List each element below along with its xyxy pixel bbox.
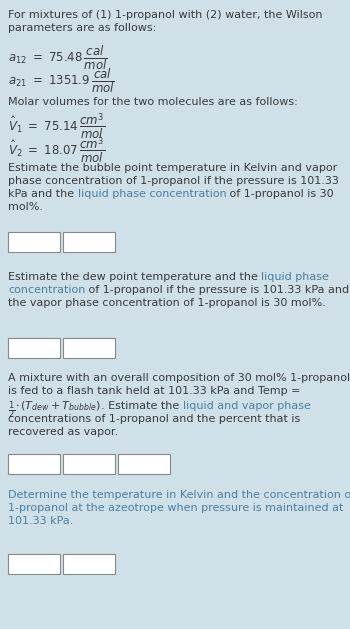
Text: A mixture with an overall composition of 30 mol% 1-propanol: A mixture with an overall composition of… bbox=[8, 373, 350, 383]
Text: liquid and vapor phase: liquid and vapor phase bbox=[183, 401, 311, 411]
Text: concentration: concentration bbox=[8, 285, 85, 295]
Text: the vapor phase concentration of 1-propanol is 30 mol%.: the vapor phase concentration of 1-propa… bbox=[8, 298, 326, 308]
Bar bbox=[118, 454, 170, 474]
Bar bbox=[63, 338, 115, 358]
Bar bbox=[8, 338, 60, 358]
Text: parameters are as follows:: parameters are as follows: bbox=[8, 23, 156, 33]
Bar bbox=[63, 232, 115, 252]
Text: $\cdot\,(T_{dew} + T_{bubble})$: $\cdot\,(T_{dew} + T_{bubble})$ bbox=[15, 399, 101, 413]
Text: of 1-propanol is 30: of 1-propanol is 30 bbox=[226, 189, 334, 199]
Text: of 1-propanol if the pressure is 101.33 kPa and: of 1-propanol if the pressure is 101.33 … bbox=[85, 285, 350, 295]
Text: $a_{21}\ =\ 1351.9\,\dfrac{cal}{mol}$: $a_{21}\ =\ 1351.9\,\dfrac{cal}{mol}$ bbox=[8, 67, 115, 95]
Text: $\hat{V}_1\ =\ 75.14\,\dfrac{cm^3}{mol}$: $\hat{V}_1\ =\ 75.14\,\dfrac{cm^3}{mol}$ bbox=[8, 112, 105, 142]
Text: liquid phase concentration: liquid phase concentration bbox=[78, 189, 226, 199]
Bar bbox=[8, 454, 60, 474]
Text: kPa and the: kPa and the bbox=[8, 189, 78, 199]
Bar bbox=[63, 554, 115, 574]
Text: liquid phase: liquid phase bbox=[261, 272, 329, 282]
Text: $\frac{1}{2}$: $\frac{1}{2}$ bbox=[8, 399, 15, 421]
Text: . Estimate the: . Estimate the bbox=[101, 401, 183, 411]
Bar bbox=[8, 232, 60, 252]
Text: is fed to a flash tank held at 101.33 kPa and Temp =: is fed to a flash tank held at 101.33 kP… bbox=[8, 386, 301, 396]
Text: concentrations of 1-propanol and the percent that is: concentrations of 1-propanol and the per… bbox=[8, 414, 300, 424]
Text: 101.33 kPa.: 101.33 kPa. bbox=[8, 516, 74, 526]
Text: Determine the temperature in Kelvin and the concentration of: Determine the temperature in Kelvin and … bbox=[8, 490, 350, 500]
Text: Estimate the dew point temperature and the: Estimate the dew point temperature and t… bbox=[8, 272, 261, 282]
Text: $\hat{V}_2\ =\ 18.07\,\dfrac{cm^3}{mol}$: $\hat{V}_2\ =\ 18.07\,\dfrac{cm^3}{mol}$ bbox=[8, 136, 105, 166]
Text: recovered as vapor.: recovered as vapor. bbox=[8, 427, 118, 437]
Text: Estimate the bubble point temperature in Kelvin and vapor: Estimate the bubble point temperature in… bbox=[8, 163, 337, 173]
Bar bbox=[63, 454, 115, 474]
Text: Molar volumes for the two molecules are as follows:: Molar volumes for the two molecules are … bbox=[8, 97, 298, 107]
Text: 1-propanol at the azeotrope when pressure is maintained at: 1-propanol at the azeotrope when pressur… bbox=[8, 503, 343, 513]
Text: $a_{12}\ =\ 75.48\,\dfrac{cal}{mol}$: $a_{12}\ =\ 75.48\,\dfrac{cal}{mol}$ bbox=[8, 44, 107, 72]
Text: phase concentration of 1-propanol if the pressure is 101.33: phase concentration of 1-propanol if the… bbox=[8, 176, 339, 186]
Text: For mixtures of (1) 1-propanol with (2) water, the Wilson: For mixtures of (1) 1-propanol with (2) … bbox=[8, 10, 322, 20]
Text: mol%.: mol%. bbox=[8, 202, 43, 212]
Bar bbox=[8, 554, 60, 574]
